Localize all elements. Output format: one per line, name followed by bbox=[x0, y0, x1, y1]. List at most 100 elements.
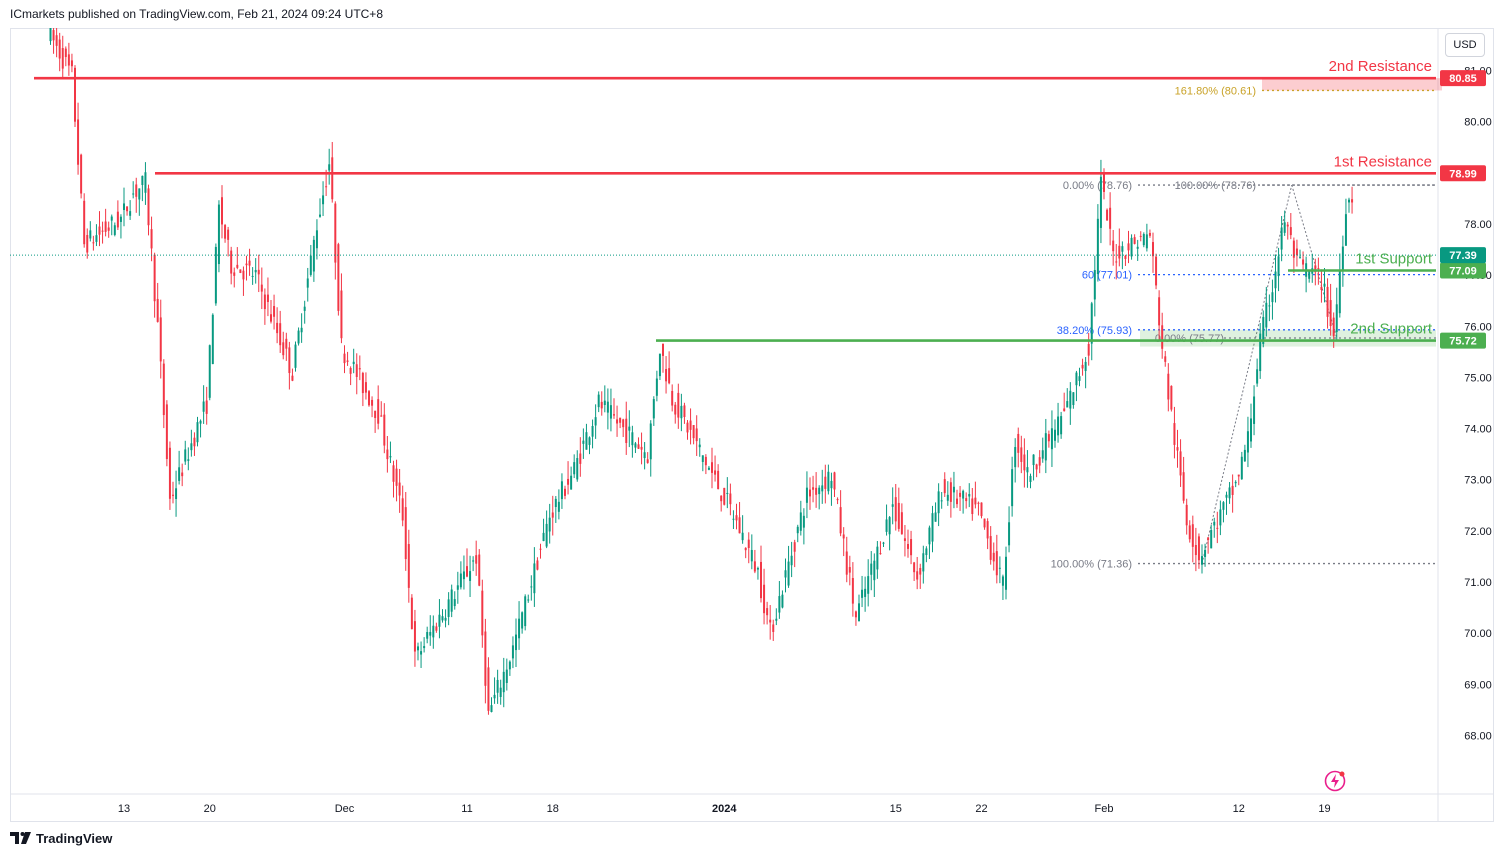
candle-body bbox=[306, 278, 309, 288]
candle-body bbox=[649, 423, 652, 460]
candle-body bbox=[113, 225, 116, 235]
fib-level-label: 161.80% (80.61) bbox=[1175, 85, 1256, 97]
candle-body bbox=[949, 482, 952, 502]
candle-body bbox=[355, 364, 358, 377]
candle-body bbox=[153, 254, 156, 302]
candle-body bbox=[873, 560, 876, 581]
candle-body bbox=[472, 560, 475, 562]
candle-body bbox=[98, 226, 101, 235]
candle-body bbox=[717, 470, 720, 489]
candle-body bbox=[530, 586, 533, 588]
x-tick-label: Feb bbox=[1095, 803, 1114, 815]
candle-body bbox=[1026, 467, 1029, 473]
candle-body bbox=[763, 584, 766, 614]
candle-body bbox=[937, 491, 940, 514]
candle-body bbox=[361, 372, 364, 394]
candle-body bbox=[364, 382, 367, 393]
candle-body bbox=[1286, 224, 1289, 227]
candle-body bbox=[1259, 333, 1262, 372]
candle-body bbox=[239, 269, 242, 273]
candle-body bbox=[398, 482, 401, 496]
candle-body bbox=[478, 554, 481, 586]
candle-body bbox=[738, 517, 741, 534]
candle-body bbox=[1185, 504, 1188, 526]
fib-level-label: 38.20% (75.93) bbox=[1057, 325, 1132, 337]
candle-body bbox=[567, 478, 570, 485]
candle-body bbox=[129, 211, 132, 216]
candle-body bbox=[1201, 556, 1203, 565]
currency-button[interactable]: USD bbox=[1445, 33, 1485, 57]
candle-body bbox=[135, 184, 138, 197]
candle-body bbox=[974, 497, 977, 505]
candle-body bbox=[1106, 209, 1109, 221]
candle-body bbox=[184, 449, 187, 462]
candle-body bbox=[447, 599, 450, 617]
candle-body bbox=[821, 485, 824, 492]
candle-body bbox=[1268, 305, 1271, 307]
candle-body bbox=[548, 517, 551, 532]
candle-body bbox=[1090, 303, 1093, 344]
candle-body bbox=[441, 616, 444, 621]
candle-body bbox=[417, 646, 419, 651]
candle-body bbox=[227, 229, 230, 240]
chart-area[interactable]: 68.00 69.00 70.00 71.00 72.00 73.00 74.00 75.00… bbox=[10, 28, 1494, 822]
lightning-icon[interactable] bbox=[1323, 769, 1347, 793]
fib-trend-line bbox=[1291, 184, 1338, 339]
candle-body bbox=[557, 501, 560, 512]
footer-brand[interactable]: TradingView bbox=[10, 830, 112, 846]
candle-body bbox=[386, 449, 389, 460]
candle-body bbox=[1222, 502, 1225, 510]
candle-body bbox=[423, 646, 426, 649]
candle-body bbox=[490, 705, 493, 712]
candle-body bbox=[168, 447, 171, 499]
candle-body bbox=[343, 353, 346, 364]
candle-body bbox=[1335, 304, 1338, 333]
candle-body bbox=[328, 164, 331, 171]
candle-body bbox=[1167, 373, 1170, 400]
level-label: 2nd Support bbox=[1350, 321, 1433, 338]
price-tag-label: 77.39 bbox=[1449, 250, 1477, 262]
candle-body bbox=[453, 599, 456, 607]
candle-body bbox=[870, 563, 873, 575]
candle-body bbox=[319, 214, 321, 217]
fib-level-label: 100.00% (78.76) bbox=[1175, 180, 1256, 192]
candle-body bbox=[1050, 428, 1053, 450]
candle-body bbox=[300, 327, 303, 333]
x-tick-label: 18 bbox=[547, 803, 559, 815]
candle-body bbox=[285, 338, 288, 349]
candle-body bbox=[885, 519, 888, 532]
candle-body bbox=[58, 39, 61, 59]
candle-body bbox=[900, 512, 903, 535]
candle-body bbox=[116, 211, 119, 228]
candle-body bbox=[910, 539, 913, 556]
candle-body bbox=[1314, 265, 1317, 273]
candle-body bbox=[625, 418, 628, 443]
candle-body bbox=[165, 404, 168, 460]
candle-body bbox=[138, 188, 141, 200]
candle-body bbox=[208, 345, 211, 398]
candle-body bbox=[591, 426, 594, 437]
candle-body bbox=[683, 405, 686, 417]
candle-body bbox=[551, 512, 554, 518]
candle-body bbox=[1262, 316, 1265, 344]
candlestick-chart[interactable]: 68.00 69.00 70.00 71.00 72.00 73.00 74.00 75.00… bbox=[10, 28, 1494, 822]
candle-body bbox=[790, 555, 793, 566]
candle-body bbox=[815, 487, 818, 495]
candle-body bbox=[1133, 237, 1136, 244]
candle-body bbox=[995, 551, 998, 576]
candle-body bbox=[499, 687, 502, 698]
candle-body bbox=[1194, 545, 1197, 556]
x-tick-label: 22 bbox=[975, 803, 987, 815]
candle-body bbox=[787, 561, 790, 586]
candle-body bbox=[1069, 390, 1072, 409]
candle-body bbox=[903, 538, 906, 541]
price-tags: 80.85 78.99 77.09 75.72 77.39 bbox=[1440, 70, 1486, 349]
candle-body bbox=[515, 634, 517, 651]
candle-body bbox=[1182, 472, 1185, 501]
candle-body bbox=[652, 399, 655, 419]
fibonacci-levels: 161.80% (80.61) 0.00% (78.76) 100.00% (78.… bbox=[1051, 78, 1442, 571]
candle-body bbox=[211, 314, 214, 365]
x-tick-label: 11 bbox=[461, 803, 472, 815]
candle-body bbox=[270, 314, 272, 322]
candle-body bbox=[383, 414, 386, 446]
